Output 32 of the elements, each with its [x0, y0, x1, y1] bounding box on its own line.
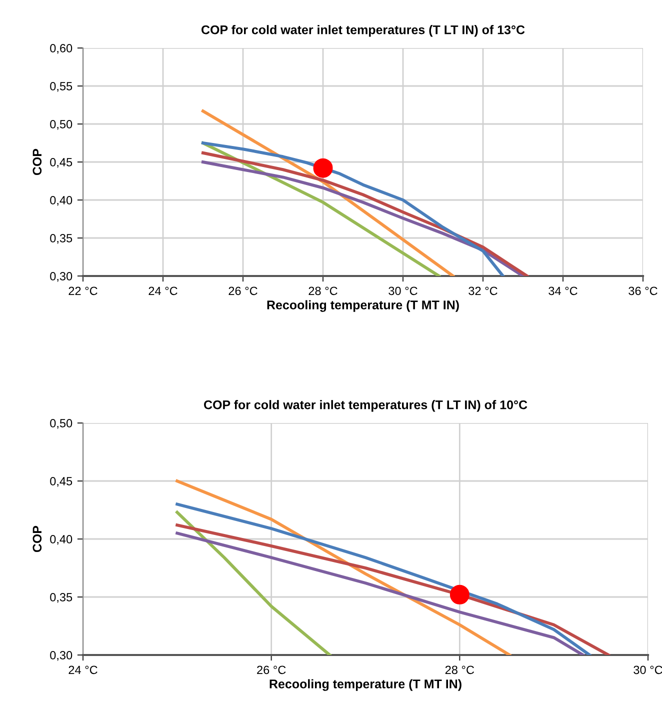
x-tick-label: 28 °C — [445, 666, 474, 674]
y-tick-label: 0,30 — [50, 272, 72, 282]
x-tick-label: 26 °C — [228, 286, 258, 296]
x-tick-label: 30 °C — [388, 286, 418, 296]
y-tick-label: 0,50 — [50, 419, 72, 429]
x-tick-label: 36 °C — [628, 286, 658, 296]
y-tick-label: 0,60 — [50, 44, 72, 54]
x-tick-label: 34 °C — [548, 286, 578, 296]
x-tick-label: 24 °C — [148, 286, 178, 296]
x-tick-label: 22 °C — [68, 286, 98, 296]
y-tick-label: 0,55 — [50, 82, 72, 92]
y-tick-label: 0,45 — [50, 477, 72, 487]
x-tick-label: 26 °C — [257, 666, 286, 674]
x-axis-title: Recooling temperature (T MT IN) — [267, 300, 459, 312]
y-tick-label: 0,40 — [50, 535, 72, 545]
x-tick-label: 30 °C — [634, 666, 662, 674]
y-axis-title: COP — [32, 526, 42, 552]
line-series — [176, 502, 592, 655]
chart-title: COP for cold water inlet temperatures (T LT IN) of 13°C — [202, 25, 525, 37]
line-series — [176, 510, 332, 655]
y-tick-label: 0,35 — [50, 234, 72, 244]
x-axis-title: Recooling temperature (T MT IN) — [270, 679, 462, 691]
x-tick-label: 24 °C — [68, 666, 98, 674]
x-tick-label: 32 °C — [468, 286, 498, 296]
y-tick-label: 0,50 — [50, 120, 72, 130]
y-tick-label: 0,35 — [50, 593, 72, 603]
y-axis-title: COP — [32, 148, 42, 176]
y-tick-label: 0,30 — [50, 651, 72, 661]
chart-title: COP for cold water inlet temperatures (T LT IN) of 10°C — [204, 400, 528, 412]
y-tick-label: 0,45 — [50, 158, 72, 168]
x-tick-label: 28 °C — [308, 286, 338, 296]
y-tick-label: 0,40 — [50, 196, 72, 206]
